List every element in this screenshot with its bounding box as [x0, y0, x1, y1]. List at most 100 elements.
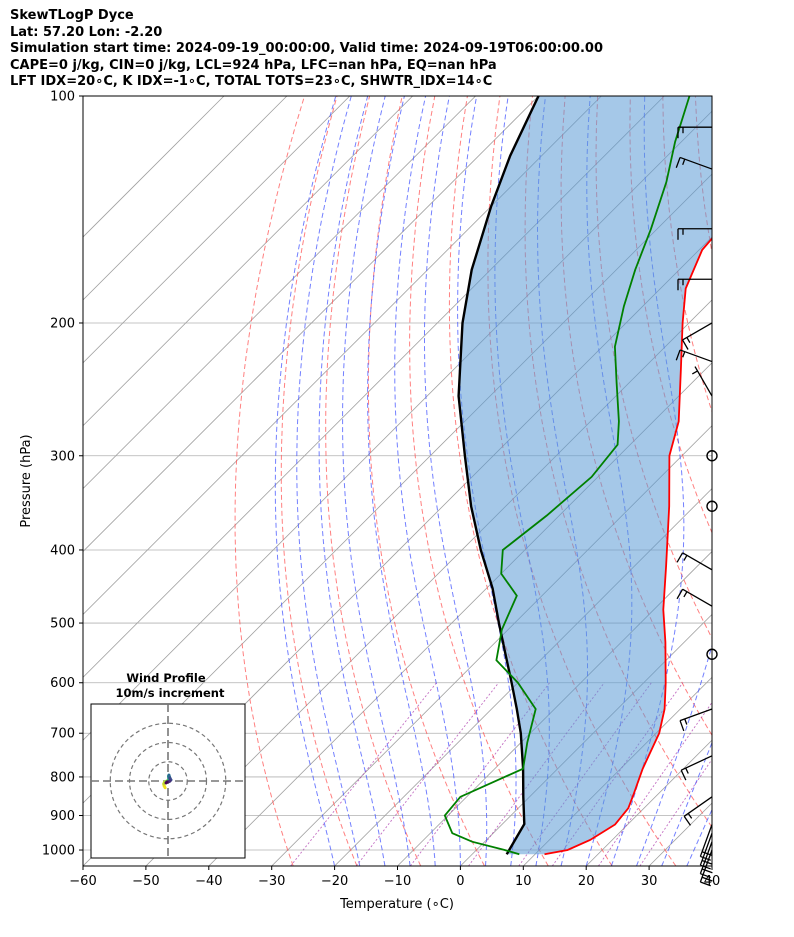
calm-wind-circle — [706, 500, 718, 512]
barb-staff — [699, 833, 713, 866]
barb-staff — [682, 552, 713, 571]
mixing-ratio-line — [290, 682, 437, 866]
dry-adiabat-line — [280, 96, 358, 866]
calm-wind-circle — [706, 450, 718, 462]
moist-adiabat-line — [394, 96, 461, 866]
x-tick-label: −20 — [321, 874, 348, 889]
barb-staff — [694, 366, 713, 397]
barb-staff — [679, 349, 713, 363]
moist-adiabat-line — [661, 741, 712, 866]
hodograph-subtitle: 10m/s increment — [116, 686, 225, 700]
wind-barb — [675, 156, 713, 170]
x-tick-label: −30 — [258, 874, 285, 889]
barb-full-feather — [679, 720, 685, 732]
wind-barb — [699, 824, 713, 861]
title-line-stability-indices: LFT IDX=20∘C, K IDX=-1∘C, TOTAL TOTS=23∘… — [10, 74, 493, 89]
barb-staff — [699, 824, 713, 857]
y-tick-label: 800 — [50, 770, 75, 785]
barb-half-feather — [682, 158, 686, 166]
wind-barb — [677, 228, 712, 240]
isotherm-line — [83, 96, 413, 427]
y-tick-label: 400 — [50, 543, 75, 558]
dry-adiabat-line — [761, 96, 794, 866]
x-tick-label: 0 — [456, 874, 464, 889]
moist-adiabat-line — [686, 808, 712, 866]
wind-barb — [706, 648, 718, 660]
moist-adiabat-line — [636, 96, 712, 866]
wind-barb — [680, 755, 713, 781]
barb-full-feather — [700, 855, 711, 861]
hodograph-title: Wind Profile — [126, 671, 206, 685]
x-axis-label: Temperature (∘C) — [339, 897, 454, 912]
barb-staff — [699, 849, 713, 883]
x-tick-label: 20 — [578, 874, 595, 889]
y-tick-label: 900 — [50, 809, 75, 824]
y-tick-label: 1000 — [42, 844, 75, 859]
dry-adiabat-line — [325, 96, 422, 866]
temperature-line — [544, 237, 712, 856]
moist-adiabat-line — [318, 96, 386, 866]
x-tick-label: −10 — [384, 874, 411, 889]
y-tick-label: 600 — [50, 676, 75, 691]
wind-barb — [676, 588, 713, 607]
wind-barb — [676, 552, 713, 571]
hodograph-trace-segment — [164, 780, 169, 785]
wind-barb — [683, 796, 713, 826]
barb-half-feather — [686, 337, 691, 344]
mixing-ratio-line — [639, 758, 712, 866]
barb-full-feather — [701, 851, 713, 857]
isotherm-line — [711, 865, 712, 866]
barb-staff — [679, 156, 713, 170]
dry-adiabat-line — [728, 96, 794, 866]
wind-barb — [706, 450, 718, 462]
barb-full-feather — [676, 552, 684, 563]
wind-barb — [675, 349, 713, 363]
barb-half-feather — [684, 718, 688, 725]
isotherm-line — [83, 96, 602, 615]
isotherm-line — [83, 96, 539, 553]
wind-barbs — [675, 126, 718, 887]
title-line-latlon: Lat: 57.20 Lon: -2.20 — [10, 24, 163, 40]
wind-barb — [677, 126, 712, 139]
x-tick-label: 30 — [641, 874, 658, 889]
barb-half-feather — [683, 591, 688, 598]
x-tick-label: −50 — [132, 874, 159, 889]
barb-staff — [682, 322, 713, 341]
barb-half-feather — [691, 370, 698, 375]
parcel-temperature-shaded-area — [458, 96, 712, 855]
y-axis-label: Pressure (hPa) — [19, 434, 34, 527]
chart-title-block: SkewTLogP Dyce Lat: 57.20 Lon: -2.20 Sim… — [10, 8, 603, 91]
isotherm-line — [83, 96, 351, 364]
barb-full-feather — [676, 588, 684, 600]
barb-full-feather — [675, 157, 681, 169]
title-line-parcel-indices: CAPE=0 j/kg, CIN=0 j/kg, LCL=924 hPa, LF… — [10, 57, 497, 73]
barb-full-feather — [675, 349, 681, 361]
wind-barb — [677, 278, 712, 291]
barb-full-feather — [700, 873, 711, 879]
moist-adiabat-line — [342, 96, 411, 866]
wind-barb — [679, 708, 713, 732]
barb-full-feather — [683, 815, 691, 826]
barb-full-feather — [700, 864, 711, 870]
moist-adiabat-line — [367, 96, 436, 866]
wind-barb — [681, 322, 713, 350]
barb-full-feather — [701, 859, 713, 865]
dry-adiabat-line — [662, 96, 712, 414]
dry-adiabat-line — [234, 96, 305, 866]
y-tick-label: 300 — [50, 449, 75, 464]
sounding-profiles — [443, 96, 712, 856]
y-tick-label: 100 — [50, 90, 75, 105]
y-tick-label: 700 — [50, 727, 75, 742]
barb-staff — [679, 708, 713, 722]
barb-full-feather — [700, 881, 711, 887]
barb-half-feather — [682, 351, 686, 358]
wind-barb — [706, 500, 718, 512]
isotherm-line — [83, 96, 288, 301]
wind-barb — [699, 841, 713, 879]
x-tick-label: 10 — [515, 874, 532, 889]
barb-staff — [682, 588, 713, 607]
wind-barb — [699, 849, 713, 887]
moist-adiabat-line — [424, 96, 488, 866]
dry-adiabat-line — [409, 96, 549, 866]
